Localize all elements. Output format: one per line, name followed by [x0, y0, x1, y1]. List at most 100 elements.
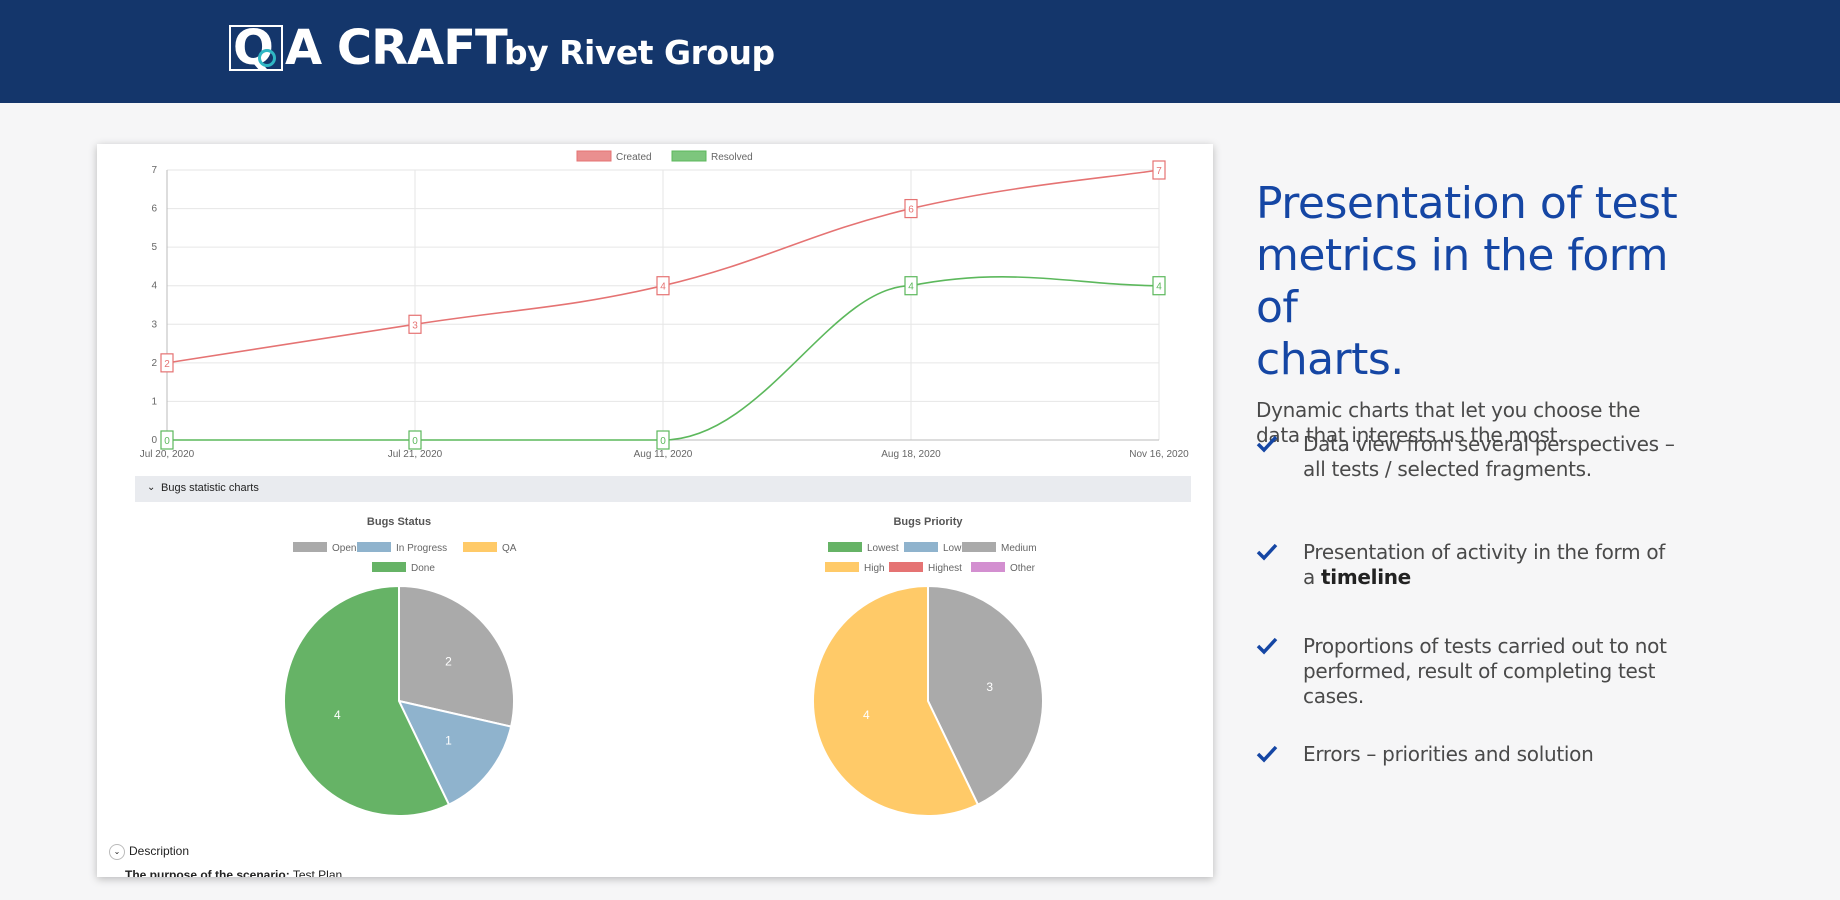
purpose-value: Test Plan	[292, 868, 343, 877]
pie-slice-open	[398, 584, 515, 728]
description-toggle[interactable]: ⌄ Description	[109, 844, 189, 860]
x-tick-label: Aug 11, 2020	[634, 449, 693, 460]
pie-slice-high	[812, 584, 980, 817]
y-tick-label: 6	[151, 204, 157, 215]
pie-slice-label: 3	[986, 680, 993, 694]
bullet-bold: timeline	[1321, 565, 1411, 589]
legend-swatch	[904, 542, 938, 552]
data-point-created	[408, 314, 422, 334]
feature-description: Presentation of test metrics in the form…	[1256, 178, 1716, 448]
legend-swatch	[463, 542, 497, 552]
screenshot-card: 0 1 2 3 4 5 6 7 Jul 20, 2020 Jul 21, 2020 Aug 11, …	[97, 144, 1213, 877]
pie-slice-medium	[927, 584, 1044, 806]
header-bar: Q A CRAFT by Rivet Group	[0, 0, 1840, 103]
x-tick-label: Jul 21, 2020	[388, 449, 443, 460]
pie-slice-label: 4	[334, 708, 341, 722]
headline: Presentation of test metrics in the form…	[1256, 178, 1716, 386]
legend-swatch	[971, 562, 1005, 572]
legend-swatch	[293, 542, 327, 552]
headline-line: metrics in the form of	[1256, 230, 1668, 333]
legend-swatch	[962, 542, 996, 552]
y-tick-label: 4	[151, 281, 157, 292]
x-tick-label: Nov 16, 2020	[1129, 449, 1189, 460]
legend-label: High	[864, 563, 885, 574]
y-tick-label: 0	[151, 435, 157, 446]
by-rivet-group: by Rivet Group	[504, 33, 775, 72]
pie-slice-label: 4	[863, 708, 870, 722]
legend-label: Highest	[928, 563, 962, 574]
legend-label: QA	[502, 543, 517, 554]
data-point-resolved	[160, 430, 174, 450]
x-tick-label: Jul 20, 2020	[140, 449, 195, 460]
data-label-created: 3	[412, 320, 418, 331]
check-icon	[1256, 435, 1278, 453]
legend-swatch	[372, 562, 406, 572]
data-label-created: 2	[164, 359, 170, 370]
legend-label: Low	[943, 543, 962, 554]
bullet-line: Proportions of tests carried out to not	[1303, 634, 1667, 658]
data-point-resolved	[904, 276, 918, 296]
headline-line: charts.	[1256, 334, 1404, 385]
legend-swatch	[357, 542, 391, 552]
magnifier-icon	[258, 49, 276, 67]
pie-slice-in-progress	[397, 699, 513, 806]
legend-label-created: Created	[616, 152, 652, 163]
headline-line: Presentation of test	[1256, 178, 1678, 229]
legend-swatch	[828, 542, 862, 552]
check-icon	[1256, 637, 1278, 655]
bullet-line: Presentation of activity in the form of	[1303, 540, 1666, 564]
data-point-resolved	[408, 430, 422, 450]
bullet-line: Errors – priorities and solution	[1303, 742, 1594, 766]
chevron-down-icon: ⌄	[147, 482, 156, 493]
data-label-created: 4	[660, 282, 666, 293]
legend-swatch-resolved	[671, 150, 707, 162]
legend-label-resolved: Resolved	[711, 152, 753, 163]
bullet-line: a	[1303, 565, 1322, 589]
legend-label: Other	[1010, 563, 1036, 574]
data-point-created	[1152, 160, 1166, 180]
purpose-line: The purpose of the scenario: Test Plan	[125, 868, 342, 877]
data-point-resolved	[656, 430, 670, 450]
data-label-resolved: 4	[908, 282, 914, 293]
y-tick-label: 5	[151, 242, 157, 253]
check-icon	[1256, 543, 1278, 561]
y-tick-label: 1	[151, 396, 157, 407]
pie-slice-label: 1	[445, 733, 452, 747]
logo-mark: Q	[229, 21, 283, 75]
bullet-line: performed, result of completing test	[1303, 659, 1656, 683]
check-icon	[1256, 745, 1278, 763]
data-point-created	[160, 353, 174, 373]
data-label-resolved: 0	[164, 436, 170, 447]
data-label-resolved: 0	[660, 436, 666, 447]
data-label-resolved: 0	[412, 436, 418, 447]
pie-title: Bugs Status	[367, 516, 431, 528]
data-label-created: 7	[1156, 166, 1162, 177]
y-tick-label: 7	[151, 165, 157, 176]
data-point-created	[904, 198, 918, 219]
y-tick-label: 2	[151, 358, 157, 369]
legend-label: Open	[332, 543, 356, 554]
y-tick-label: 3	[151, 319, 157, 330]
data-point-resolved	[1152, 276, 1166, 296]
qa-craft-logo[interactable]: Q A CRAFT	[229, 20, 508, 76]
pie-slice-label: 2	[445, 655, 452, 669]
logo-wordmark: A CRAFT	[285, 20, 508, 76]
x-tick-label: Aug 18, 2020	[881, 449, 941, 460]
bugs-statistic-section-header[interactable]: ⌄ Bugs statistic charts	[135, 476, 1191, 502]
bullet-line: cases.	[1303, 684, 1364, 708]
legend-swatch	[825, 562, 859, 572]
subtitle-line: Dynamic charts that let you choose the	[1256, 398, 1641, 422]
data-point-created	[656, 276, 670, 296]
chevron-down-icon: ⌄	[109, 844, 125, 860]
legend-swatch-created	[576, 150, 612, 162]
legend-swatch	[889, 562, 923, 572]
bullet-line: all tests / selected fragments.	[1303, 457, 1592, 481]
series-line-resolved	[167, 276, 1160, 441]
pie-title: Bugs Priority	[893, 516, 963, 528]
legend-label: Lowest	[867, 543, 899, 554]
data-label-created: 6	[908, 205, 914, 216]
charts-canvas: 0 1 2 3 4 5 6 7 Jul 20, 2020 Jul 21, 2020 Aug 11, …	[140, 150, 1189, 817]
description-label: Description	[129, 844, 190, 859]
section-label: Bugs statistic charts	[161, 482, 259, 494]
bullet-line: Data view from several perspectives –	[1303, 432, 1675, 456]
